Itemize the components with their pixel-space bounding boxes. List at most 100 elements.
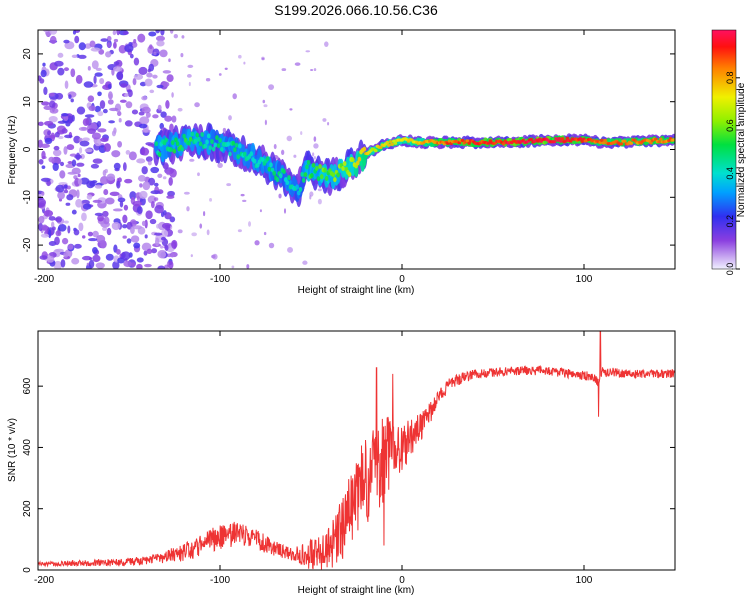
- spectrogram-noise-blob: [52, 226, 56, 231]
- spectrogram-noise-blob: [70, 68, 76, 78]
- spectrogram-ridge-cell: [559, 139, 563, 143]
- spectrogram-noise-blob: [52, 162, 59, 172]
- spectrogram-noise-blob: [313, 155, 316, 160]
- spectrogram-noise-blob: [40, 69, 47, 78]
- spectrogram-noise-blob: [115, 249, 121, 255]
- spectrogram-noise-blob: [116, 30, 121, 36]
- spectrogram-noise-blob: [49, 107, 59, 114]
- snr-y-tick-label: 400: [22, 439, 33, 456]
- spectrogram-noise-blob: [112, 30, 117, 36]
- spectrogram-noise-blob: [61, 112, 69, 117]
- spectrogram-ridge-cell: [357, 156, 362, 162]
- spectrogram-ridge-cell: [211, 146, 216, 152]
- spectrogram-noise-blob: [86, 180, 95, 189]
- spectrogram-noise-blob: [40, 177, 51, 182]
- colorbar: 0.0 0.2 0.4 0.6 0.8 Normalized spectral ampl…: [711, 29, 747, 275]
- spectrogram-ridge-cell: [298, 186, 303, 192]
- spectrogram-noise-blob: [124, 120, 133, 127]
- spectrogram-ridge-cell: [169, 147, 173, 153]
- spectrogram-ridge-cell: [467, 141, 471, 145]
- spectrogram-noise-blob: [84, 114, 95, 118]
- spectrogram-noise-blob: [59, 161, 65, 167]
- spectrogram-noise-blob: [63, 184, 68, 189]
- spectrogram-ridge-cell: [187, 140, 191, 146]
- spectrogram-ridge-cell: [460, 138, 465, 143]
- spectrogram-noise-blob: [39, 78, 45, 84]
- spectrogram-noise-blob: [43, 120, 54, 126]
- spectrogram-noise-blob: [238, 54, 242, 59]
- spectrogram-noise-blob: [71, 159, 77, 167]
- spectrogram-noise-blob: [78, 222, 84, 232]
- spectrogram-noise-blob: [181, 35, 185, 39]
- spectrogram-noise-blob: [246, 264, 250, 269]
- spectrogram-noise-blob: [294, 62, 301, 66]
- spectrogram-noise-blob: [54, 60, 64, 67]
- spectrogram-noise-blob: [133, 242, 141, 249]
- spectrogram-ridge-cell: [316, 176, 321, 182]
- spectrogram-noise-blob: [317, 188, 322, 192]
- spectrogram-noise-blob: [48, 229, 52, 239]
- spectrogram-noise-blob: [89, 40, 96, 48]
- spectrogram-noise-blob: [55, 248, 64, 253]
- spectrogram-noise-blob: [187, 64, 194, 69]
- spectrogram-ridge-cell: [172, 148, 177, 154]
- spectrogram-ridge-cell: [226, 141, 231, 147]
- spectrogram-noise-blob: [122, 235, 127, 239]
- spectrogram-noise-blob: [58, 223, 67, 232]
- spectrogram-noise-blob: [44, 137, 53, 145]
- spectrogram-noise-blob: [141, 106, 151, 114]
- spectrogram-noise-blob: [67, 160, 73, 165]
- spectrogram-noise-blob: [51, 221, 55, 228]
- spectrogram-ridge-cell: [260, 157, 265, 163]
- spectrogram-noise-blob: [142, 181, 151, 191]
- spectrogram-noise-blob: [171, 115, 177, 123]
- spectrogram-noise-blob: [186, 206, 190, 212]
- spectrogram-noise-blob: [95, 67, 102, 72]
- spectrogram-noise-blob: [286, 135, 293, 142]
- spectrogram-ridge-cell: [203, 143, 208, 149]
- spectrogram-ridge-cell: [205, 139, 209, 145]
- spectrogram-noise-blob: [90, 47, 101, 52]
- spectrogram-noise-blob: [94, 137, 102, 147]
- spectrogram-noise-blob: [109, 107, 119, 112]
- spectrogram-noise-blob: [81, 255, 92, 261]
- spectrogram-noise-blob: [139, 116, 150, 125]
- spectrogram-noise-blob: [88, 259, 95, 269]
- spectrogram-ridge-cell: [342, 161, 347, 167]
- spectrogram-noise-blob: [160, 236, 166, 241]
- spectrogram-ridge-cell: [387, 143, 391, 147]
- spectrogram-noise-blob: [55, 230, 62, 237]
- spectrogram-ridge-cell: [233, 147, 237, 153]
- spectrogram-ridge-cell: [311, 162, 316, 168]
- snr-y-tick-label: 0: [22, 567, 33, 573]
- spectrogram-noise-blob: [63, 115, 69, 122]
- spectrogram-ridge-cell: [190, 131, 195, 137]
- spectrogram-noise-blob: [129, 191, 137, 200]
- spectrogram-noise-blob: [66, 194, 74, 201]
- spectrogram-noise-blob: [141, 95, 148, 101]
- spectrogram-noise-blob: [168, 260, 174, 269]
- spectrogram-noise-blob: [157, 104, 162, 111]
- spectrogram-noise-blob: [162, 70, 172, 74]
- spectrogram-noise-blob: [139, 190, 148, 199]
- spectrogram-noise-blob: [48, 216, 56, 221]
- spectrogram-noise-blob: [48, 156, 55, 163]
- spectrogram-noise-blob: [191, 232, 197, 237]
- spectrogram-noise-blob: [168, 58, 171, 63]
- spectrogram-ridge-cell: [195, 132, 200, 138]
- spectrogram-ridge-cell: [306, 159, 311, 165]
- spectrogram-noise-blob: [126, 89, 132, 93]
- spectrogram-noise-blob: [217, 162, 223, 169]
- spectrogram-noise-blob: [90, 163, 100, 169]
- spectrogram-noise-blob: [155, 30, 160, 34]
- spectrogram-ridge-cell: [216, 143, 221, 149]
- spectrogram-ridge-cell: [170, 140, 175, 146]
- spectrogram-noise-blob: [88, 105, 96, 112]
- spectrogram-ridge-cell: [362, 146, 367, 152]
- spectrogram-noise-blob: [57, 67, 65, 76]
- spectrogram-noise-blob: [38, 215, 45, 224]
- spectrogram-noise-blob: [78, 42, 86, 51]
- spectrogram-noise-blob: [43, 86, 48, 96]
- spectrogram-noise-blob: [141, 166, 148, 175]
